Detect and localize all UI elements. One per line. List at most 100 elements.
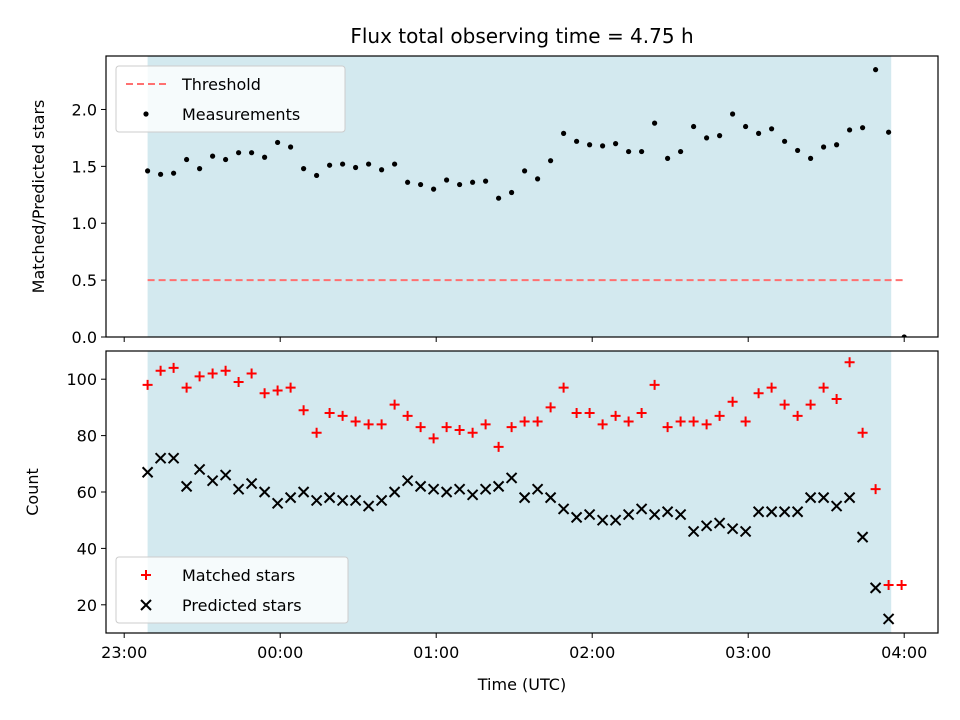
top-series-0	[145, 67, 907, 337]
data-point	[363, 419, 374, 430]
data-point	[873, 67, 879, 73]
y-tick-label: 0.5	[72, 271, 97, 290]
data-point	[532, 416, 543, 427]
data-point	[782, 138, 788, 144]
data-point	[506, 422, 517, 433]
data-point	[210, 153, 216, 159]
data-point	[246, 368, 257, 379]
data-point	[236, 150, 242, 156]
data-point	[726, 522, 739, 535]
y-tick-label: 60	[77, 483, 97, 502]
data-point	[766, 382, 777, 393]
data-point	[570, 511, 583, 524]
data-point	[375, 494, 388, 507]
legend-label: Matched stars	[182, 566, 295, 585]
data-point	[662, 422, 673, 433]
top-data-points	[145, 67, 907, 337]
data-point	[337, 410, 348, 421]
y-tick-label: 100	[66, 370, 97, 389]
x-tick-label: 02:00	[569, 643, 615, 662]
data-point	[661, 506, 674, 518]
data-point	[249, 150, 255, 156]
y-axis-label: Count	[23, 468, 42, 516]
legend-marker	[140, 599, 152, 611]
data-point	[779, 399, 790, 410]
data-point	[882, 613, 895, 625]
data-point	[366, 161, 372, 167]
data-point	[804, 491, 817, 504]
data-point	[522, 168, 528, 174]
data-point	[379, 167, 385, 173]
data-point	[834, 142, 840, 148]
data-point	[623, 416, 634, 427]
data-point	[665, 155, 671, 161]
data-point	[574, 138, 580, 144]
y-tick-label: 40	[77, 539, 97, 558]
data-point	[388, 486, 401, 498]
data-point	[362, 500, 375, 512]
data-point	[285, 382, 296, 393]
data-point	[795, 147, 801, 154]
data-point	[648, 508, 661, 521]
data-point	[869, 582, 882, 594]
data-point	[636, 408, 647, 419]
data-point	[639, 148, 645, 155]
data-point	[154, 452, 167, 464]
x-tick-label: 01:00	[413, 643, 459, 662]
data-point	[340, 161, 346, 167]
data-point	[350, 416, 361, 427]
top-legend: Threshold Measurements	[115, 65, 346, 133]
data-point	[548, 158, 554, 164]
data-point	[142, 379, 153, 390]
data-point	[353, 164, 359, 171]
data-point	[427, 483, 440, 495]
data-point	[376, 419, 387, 430]
data-point	[145, 168, 151, 174]
data-point	[584, 408, 595, 419]
top-panel: 0.0 0.5 1.0 1.5 2.0 Matched/Predicted stars Th…	[29, 55, 939, 347]
data-point	[314, 172, 320, 179]
data-point	[613, 140, 619, 147]
legend-box	[115, 556, 349, 624]
data-point	[792, 410, 803, 421]
data-point	[431, 186, 437, 192]
data-point	[626, 148, 632, 155]
data-point	[740, 416, 751, 427]
data-point	[600, 143, 606, 149]
data-point	[311, 427, 322, 438]
data-point	[493, 441, 504, 452]
data-point	[674, 508, 687, 521]
data-point	[505, 472, 518, 484]
data-point	[610, 410, 621, 421]
data-point	[275, 139, 281, 146]
legend-label: Predicted stars	[182, 596, 302, 615]
data-point	[691, 123, 697, 130]
data-point	[714, 410, 725, 421]
data-point	[557, 503, 570, 515]
data-point	[258, 486, 271, 498]
data-point	[821, 144, 827, 150]
x-tick-label: 04:00	[881, 643, 927, 662]
data-point	[297, 486, 310, 498]
data-point	[492, 480, 505, 493]
data-point	[414, 480, 427, 493]
data-point	[752, 506, 765, 518]
x-tick-label: 00:00	[257, 643, 303, 662]
data-point	[596, 514, 609, 526]
data-point	[284, 491, 297, 504]
data-point	[349, 494, 362, 507]
data-point	[167, 452, 180, 464]
data-point	[739, 525, 752, 538]
data-point	[571, 408, 582, 419]
data-point	[558, 382, 569, 393]
y-tick-label: 1.0	[72, 214, 97, 233]
data-point	[180, 480, 193, 493]
data-point	[531, 483, 544, 495]
data-point	[207, 368, 218, 379]
data-point	[496, 195, 502, 201]
data-point	[233, 377, 244, 388]
data-point	[245, 477, 258, 490]
data-point	[483, 178, 489, 184]
data-point	[756, 130, 762, 136]
data-point	[535, 176, 541, 182]
